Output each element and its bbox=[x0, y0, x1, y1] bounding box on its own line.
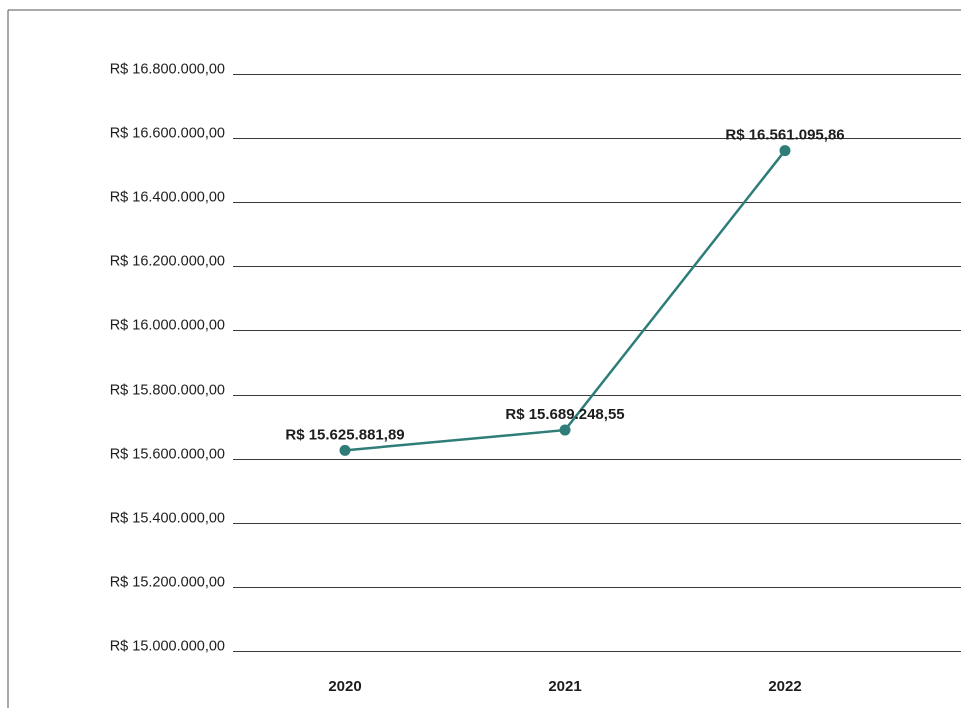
y-tick-label: R$ 15.400.000,00 bbox=[110, 511, 225, 527]
y-tick-label: R$ 16.000.000,00 bbox=[110, 318, 225, 334]
data-point bbox=[339, 444, 351, 456]
y-tick-label: R$ 16.600.000,00 bbox=[110, 126, 225, 142]
y-tick-label: R$ 15.000.000,00 bbox=[110, 639, 225, 655]
x-tick-label: 2021 bbox=[548, 678, 581, 695]
y-axis-tick-labels: R$ 15.000.000,00 R$ 15.200.000,00 R$ 15.40… bbox=[110, 62, 225, 655]
y-tick-label: R$ 15.200.000,00 bbox=[110, 575, 225, 591]
x-tick-label: 2020 bbox=[328, 678, 361, 695]
x-axis-tick-labels: 2020 2021 2022 bbox=[328, 678, 801, 695]
y-tick-label: R$ 16.400.000,00 bbox=[110, 190, 225, 206]
y-tick-label: R$ 15.800.000,00 bbox=[110, 383, 225, 399]
data-labels: R$ 15.625.881,89 R$ 15.689.248,55 R$ 16.56… bbox=[285, 127, 844, 444]
data-label: R$ 15.625.881,89 bbox=[285, 426, 404, 443]
y-tick-label: R$ 16.800.000,00 bbox=[110, 62, 225, 78]
data-label: R$ 16.561.095,86 bbox=[725, 127, 844, 144]
y-tick-label: R$ 15.600.000,00 bbox=[110, 447, 225, 463]
data-label: R$ 15.689.248,55 bbox=[505, 406, 624, 423]
x-tick-label: 2022 bbox=[768, 678, 801, 695]
data-point bbox=[779, 145, 791, 157]
y-tick-label: R$ 16.200.000,00 bbox=[110, 254, 225, 270]
data-point bbox=[559, 424, 571, 436]
gridlines bbox=[233, 74, 961, 652]
series-layer bbox=[339, 145, 791, 456]
